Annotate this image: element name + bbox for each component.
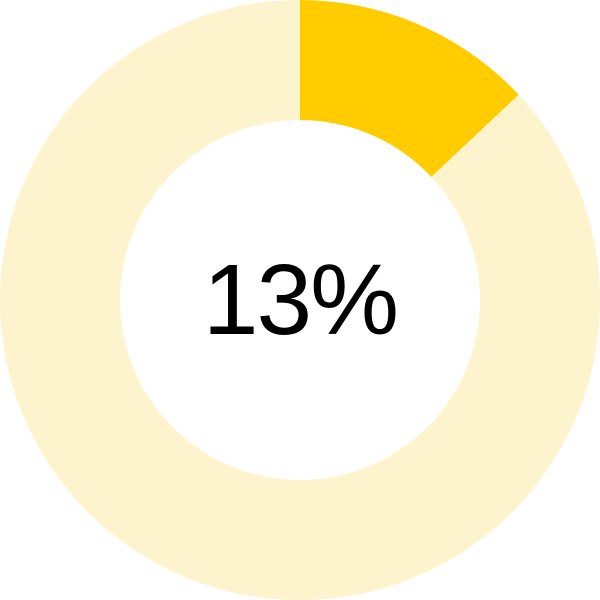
center-percentage-label: 13% <box>202 244 399 356</box>
donut-hole <box>120 120 480 480</box>
